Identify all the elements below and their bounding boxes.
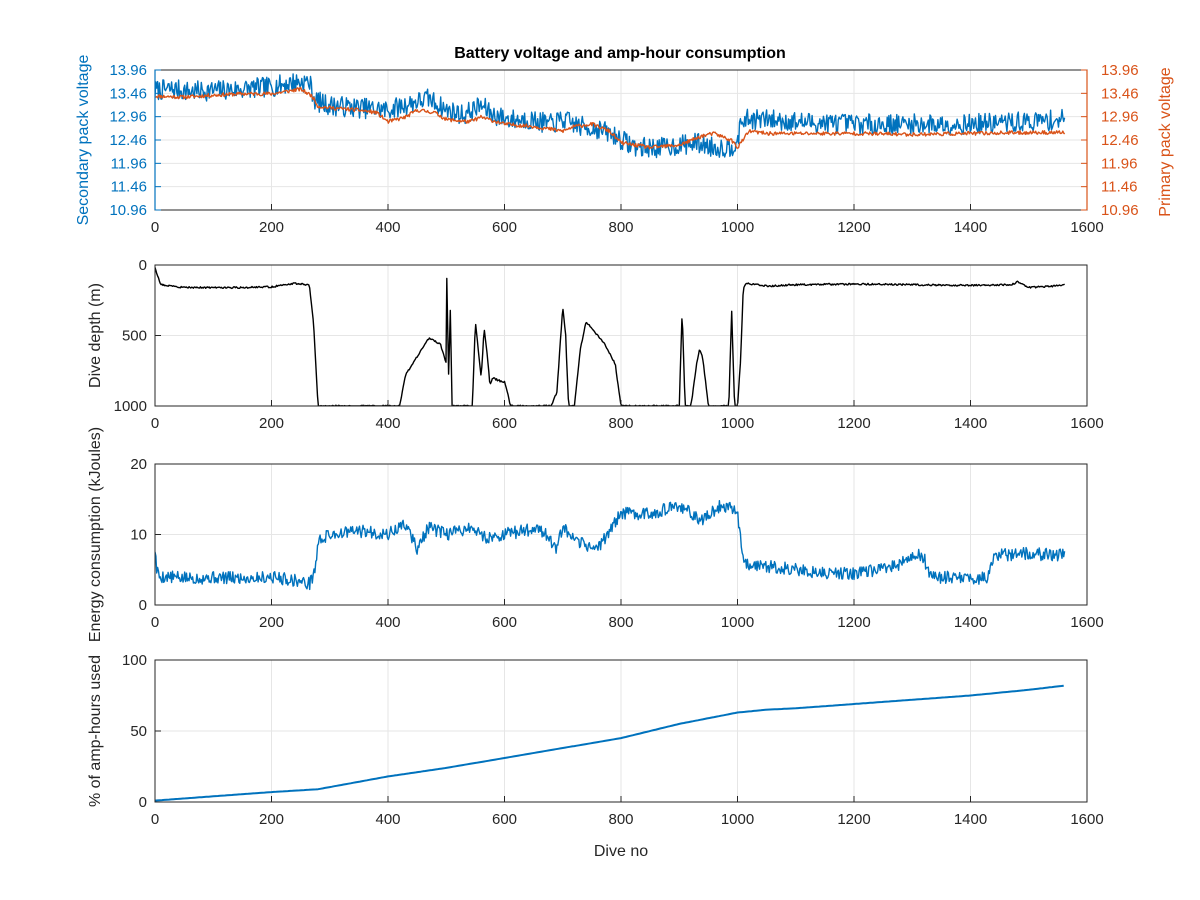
y-tick-label: 20	[130, 456, 147, 473]
y-tick-label: 0	[139, 794, 147, 811]
x-tick-label: 400	[375, 614, 400, 631]
x-tick-label: 1400	[954, 219, 987, 236]
voltage-panel: 0 200 400 600 800 1000 1200 1400 160010.9611.461…	[75, 55, 1174, 236]
y-tick-label: 11.46	[111, 179, 147, 196]
right-y-tick-label: 12.96	[1101, 109, 1139, 126]
figure-title: Battery voltage and amp-hour consumption	[454, 45, 786, 62]
y-axis-label: % of amp-hours used	[87, 655, 104, 807]
series-line-1	[155, 86, 1066, 150]
x-tick-label: 600	[492, 219, 517, 236]
x-tick-label: 1000	[721, 614, 754, 631]
y-tick-label: 13.96	[109, 62, 147, 79]
x-tick-label: 1200	[837, 415, 870, 432]
x-tick-label: 200	[259, 415, 284, 432]
x-tick-label: 1400	[954, 415, 987, 432]
x-tick-label: 1600	[1070, 614, 1103, 631]
x-tick-label: 600	[492, 415, 517, 432]
x-tick-label: 600	[492, 614, 517, 631]
x-tick-label: 1600	[1070, 415, 1103, 432]
x-tick-label: 1000	[721, 219, 754, 236]
x-tick-label: 800	[608, 811, 633, 828]
y-tick-label: 500	[122, 328, 147, 345]
y-tick-label: 0	[139, 257, 147, 274]
x-tick-label: 200	[259, 811, 284, 828]
y-tick-label: 11.96	[111, 155, 147, 172]
x-tick-label: 800	[608, 219, 633, 236]
series-line-0	[155, 684, 1064, 802]
right-y-tick-label: 11.46	[1101, 179, 1137, 196]
x-tick-label: 200	[259, 219, 284, 236]
x-tick-label: 1400	[954, 811, 987, 828]
x-tick-label: 0	[151, 415, 159, 432]
x-tick-label: 1600	[1070, 219, 1103, 236]
x-tick-label: 800	[608, 415, 633, 432]
y-tick-label: 0	[139, 597, 147, 614]
x-tick-label: 400	[375, 415, 400, 432]
y-tick-label: 10	[130, 527, 147, 544]
x-tick-label: 400	[375, 219, 400, 236]
x-tick-label: 0	[151, 219, 159, 236]
x-tick-label: 1200	[837, 614, 870, 631]
series-line-0	[155, 267, 1065, 406]
right-y-tick-label: 13.46	[1101, 85, 1139, 102]
x-tick-label: 200	[259, 614, 284, 631]
right-y-tick-label: 13.96	[1101, 62, 1139, 79]
y-tick-label: 12.46	[109, 132, 147, 149]
y-axis-label: Dive depth (m)	[87, 283, 104, 388]
y-tick-label: 12.96	[109, 109, 147, 126]
right-y-tick-label: 11.96	[1101, 155, 1137, 172]
series-line-0	[155, 500, 1066, 591]
y-tick-label: 13.46	[109, 85, 147, 102]
y-tick-label: 100	[122, 652, 147, 669]
energy-panel: 0 200 400 600 800 1000 1200 1400 1600 0 10 20 Energy…	[87, 427, 1104, 642]
y-tick-label: 50	[130, 723, 147, 740]
x-tick-label: 0	[151, 614, 159, 631]
x-tick-label: 1000	[721, 415, 754, 432]
right-y-tick-label: 12.46	[1101, 132, 1139, 149]
x-tick-label: 400	[375, 811, 400, 828]
x-tick-label: 1200	[837, 219, 870, 236]
y-tick-label: 10.96	[109, 202, 147, 219]
x-tick-label: 1200	[837, 811, 870, 828]
depth-panel: 0 200 400 600 800 1000 1200 1400 1600 0 500 1000 Div…	[87, 257, 1104, 432]
x-tick-label: 1400	[954, 614, 987, 631]
x-tick-label: 1000	[721, 811, 754, 828]
right-y-axis-label: Primary pack voltage	[1157, 67, 1174, 216]
y-axis-label: Secondary pack voltage	[75, 55, 92, 226]
x-tick-label: 0	[151, 811, 159, 828]
x-tick-label: 1600	[1070, 811, 1103, 828]
y-axis-label: Energy consumption (kJoules)	[87, 427, 104, 642]
x-tick-label: 600	[492, 811, 517, 828]
x-axis-label: Dive no	[594, 843, 648, 860]
amp-hours-panel: 0 200 400 600 800 1000 1200 1400 1600 0 50 100 % of …	[87, 652, 1104, 860]
y-tick-label: 1000	[114, 398, 147, 415]
x-tick-label: 800	[608, 614, 633, 631]
right-y-tick-label: 10.96	[1101, 202, 1139, 219]
